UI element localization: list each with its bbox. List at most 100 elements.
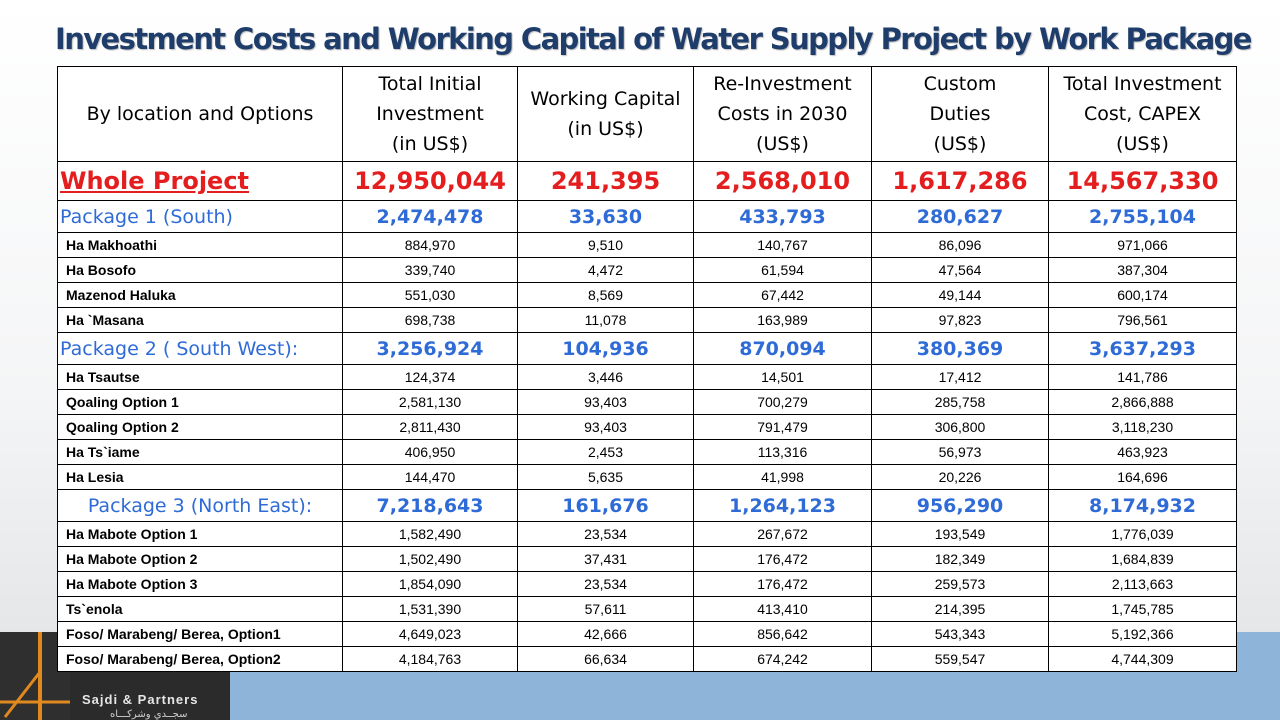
header-line: (US$) xyxy=(756,133,809,155)
cell-value: 796,561 xyxy=(1048,307,1237,333)
cell-value: 144,470 xyxy=(342,464,518,490)
cell-value: 17,412 xyxy=(871,364,1049,390)
table-row: Ha Mabote Option 3 1,854,090 23,534 176,472… xyxy=(57,571,1237,597)
row-label: Foso/ Marabeng/ Berea, Option1 xyxy=(57,621,343,647)
table-row: Ha Lesia 144,470 5,635 41,998 20,226 164,696 xyxy=(57,464,1237,490)
cell-value: 66,634 xyxy=(517,646,694,672)
table-row: Qoaling Option 1 2,581,130 93,403 700,279 28… xyxy=(57,389,1237,415)
row-label: Package 1 (South) xyxy=(57,200,343,233)
cell-value: 285,758 xyxy=(871,389,1049,415)
table-row: Ha Mabote Option 1 1,582,490 23,534 267,672… xyxy=(57,521,1237,547)
cell-value: 4,472 xyxy=(517,257,694,283)
cell-value: 406,950 xyxy=(342,439,518,465)
cell-value: 4,649,023 xyxy=(342,621,518,647)
cell-value: 23,534 xyxy=(517,521,694,547)
cell-value: 267,672 xyxy=(693,521,872,547)
cell-value: 161,676 xyxy=(517,489,694,522)
table-row: Ha Mabote Option 2 1,502,490 37,431 176,472… xyxy=(57,546,1237,572)
cell-value: 140,767 xyxy=(693,232,872,258)
table-row: Mazenod Haluka 551,030 8,569 67,442 49,144 60… xyxy=(57,282,1237,308)
cell-value: 14,567,330 xyxy=(1048,161,1237,201)
header-total-capex: Total Investment Cost, CAPEX (US$) xyxy=(1048,66,1237,162)
cell-value: 14,501 xyxy=(693,364,872,390)
cell-value: 4,744,309 xyxy=(1048,646,1237,672)
cell-value: 164,696 xyxy=(1048,464,1237,490)
cell-value: 971,066 xyxy=(1048,232,1237,258)
cell-value: 41,998 xyxy=(693,464,872,490)
logo-arabic-name: سجــدي وشركـــاه xyxy=(110,709,188,720)
table-header-row: By location and Options Total Initial Inv… xyxy=(57,66,1237,162)
cell-value: 7,218,643 xyxy=(342,489,518,522)
cell-value: 163,989 xyxy=(693,307,872,333)
cell-value: 559,547 xyxy=(871,646,1049,672)
cell-value: 259,573 xyxy=(871,571,1049,597)
row-label: Ha Ts`iame xyxy=(57,439,343,465)
cell-value: 176,472 xyxy=(693,571,872,597)
cell-value: 57,611 xyxy=(517,596,694,622)
header-line: (US$) xyxy=(1116,133,1169,155)
header-reinvestment: Re-Investment Costs in 2030 (US$) xyxy=(693,66,872,162)
cell-value: 176,472 xyxy=(693,546,872,572)
cell-value: 339,740 xyxy=(342,257,518,283)
row-label: Qoaling Option 2 xyxy=(57,414,343,440)
cell-value: 856,642 xyxy=(693,621,872,647)
cell-value: 93,403 xyxy=(517,389,694,415)
cell-value: 3,118,230 xyxy=(1048,414,1237,440)
cell-value: 241,395 xyxy=(517,161,694,201)
cell-value: 5,192,366 xyxy=(1048,621,1237,647)
cell-value: 2,811,430 xyxy=(342,414,518,440)
cell-value: 1,745,785 xyxy=(1048,596,1237,622)
cell-value: 86,096 xyxy=(871,232,1049,258)
cell-value: 124,374 xyxy=(342,364,518,390)
row-label: Whole Project xyxy=(57,161,343,201)
table-row: Ts`enola 1,531,390 57,611 413,410 214,395 1,7… xyxy=(57,596,1237,622)
cell-value: 1,854,090 xyxy=(342,571,518,597)
cell-value: 956,290 xyxy=(871,489,1049,522)
cell-value: 1,776,039 xyxy=(1048,521,1237,547)
cell-value: 884,970 xyxy=(342,232,518,258)
cell-value: 42,666 xyxy=(517,621,694,647)
package-row: Package 3 (North East): 7,218,643 161,676 1… xyxy=(57,489,1237,522)
header-line: Re-Investment xyxy=(713,73,852,95)
row-label: Ha `Masana xyxy=(57,307,343,333)
header-line: Cost, CAPEX xyxy=(1083,103,1202,125)
cell-value: 698,738 xyxy=(342,307,518,333)
cell-value: 113,316 xyxy=(693,439,872,465)
cell-value: 463,923 xyxy=(1048,439,1237,465)
investment-table: By location and Options Total Initial Inv… xyxy=(57,66,1237,672)
row-label: Ha Makhoathi xyxy=(57,232,343,258)
cell-value: 413,410 xyxy=(693,596,872,622)
cell-value: 3,446 xyxy=(517,364,694,390)
logo-name: Sajdi & Partners xyxy=(82,692,199,707)
cell-value: 700,279 xyxy=(693,389,872,415)
package-row: Package 2 ( South West): 3,256,924 104,936… xyxy=(57,332,1237,365)
cell-value: 141,786 xyxy=(1048,364,1237,390)
page-title: Investment Costs and Working Capital of … xyxy=(55,22,1252,56)
cell-value: 3,256,924 xyxy=(342,332,518,365)
table-row: Qoaling Option 2 2,811,430 93,403 791,479 30… xyxy=(57,414,1237,440)
cell-value: 4,184,763 xyxy=(342,646,518,672)
whole-project-row: Whole Project 12,950,044 241,395 2,568,010 1… xyxy=(57,161,1237,201)
cell-value: 104,936 xyxy=(517,332,694,365)
cell-value: 20,226 xyxy=(871,464,1049,490)
cell-value: 551,030 xyxy=(342,282,518,308)
header-line: Duties xyxy=(929,103,991,125)
row-label: Ha Bosofo xyxy=(57,257,343,283)
cell-value: 1,582,490 xyxy=(342,521,518,547)
row-label: Mazenod Haluka xyxy=(57,282,343,308)
cell-value: 93,403 xyxy=(517,414,694,440)
header-initial-investment: Total Initial Investment (in US$) xyxy=(342,66,518,162)
cell-value: 2,866,888 xyxy=(1048,389,1237,415)
cell-value: 8,569 xyxy=(517,282,694,308)
cell-value: 1,617,286 xyxy=(871,161,1049,201)
cell-value: 3,637,293 xyxy=(1048,332,1237,365)
cell-value: 61,594 xyxy=(693,257,872,283)
cell-value: 1,684,839 xyxy=(1048,546,1237,572)
cell-value: 1,531,390 xyxy=(342,596,518,622)
cell-value: 387,304 xyxy=(1048,257,1237,283)
row-label: Ts`enola xyxy=(57,596,343,622)
table-row: Foso/ Marabeng/ Berea, Option2 4,184,763 6… xyxy=(57,646,1237,672)
cell-value: 2,755,104 xyxy=(1048,200,1237,233)
table-row: Ha `Masana 698,738 11,078 163,989 97,823 796,… xyxy=(57,307,1237,333)
cell-value: 49,144 xyxy=(871,282,1049,308)
